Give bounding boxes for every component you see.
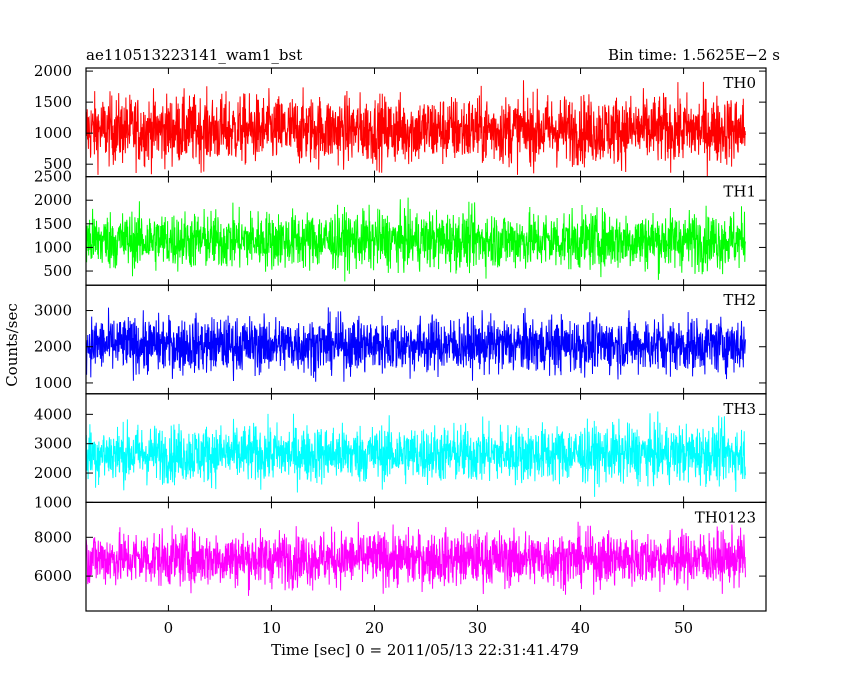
panel-th3: 1000 2000 3000 4000 TH3 xyxy=(34,393,767,511)
y-tick-label: 2000 xyxy=(34,464,72,482)
y-tick-label: 3000 xyxy=(34,435,72,453)
bin-time-label: Bin time: 1.5625E−2 s xyxy=(608,46,780,64)
x-tick-label: 10 xyxy=(262,619,281,637)
panel-th0123: 6000 8000 TH0123 xyxy=(34,501,767,612)
panel-th0: 500 1000 1500 2000 TH0 xyxy=(34,62,767,178)
y-tick-label: 1000 xyxy=(34,493,72,511)
y-tick-label: 2000 xyxy=(34,62,72,80)
y-tick-label: 1000 xyxy=(34,124,72,142)
panel-th2: 1000 2000 3000 TH2 xyxy=(34,284,767,395)
y-tick-label: 1000 xyxy=(34,374,72,392)
x-tick-label: 0 xyxy=(164,619,174,637)
chart-title: ae110513223141_wam1_bst xyxy=(86,46,302,64)
y-tick-label: 1500 xyxy=(34,215,72,233)
series-label: TH0123 xyxy=(695,508,756,526)
y-tick-label: 3000 xyxy=(34,302,72,320)
y-tick-label: 500 xyxy=(43,262,72,280)
x-tick-label: 30 xyxy=(468,619,487,637)
panel-th1: 500 1000 1500 2000 2500 TH1 xyxy=(34,168,767,286)
x-tick-label: 20 xyxy=(365,619,384,637)
x-tick-label: 50 xyxy=(674,619,693,637)
y-tick-label: 4000 xyxy=(34,405,72,423)
y-tick-label: 1500 xyxy=(34,93,72,111)
series-th1-trace xyxy=(86,197,746,282)
y-tick-label: 8000 xyxy=(34,528,72,546)
y-tick-label: 500 xyxy=(43,155,72,173)
y-tick-label: 6000 xyxy=(34,567,72,585)
y-axis-label: Counts/sec xyxy=(3,303,21,387)
series-label: TH0 xyxy=(723,74,756,92)
y-tick-label: 2000 xyxy=(34,338,72,356)
x-tick-label: 40 xyxy=(571,619,590,637)
panels-group: 500100015002000TH05001000150020002500TH1… xyxy=(34,62,767,637)
panel-frame xyxy=(85,501,767,612)
series-th0-trace xyxy=(86,80,746,177)
series-th3-trace xyxy=(86,411,746,497)
series-th2-trace xyxy=(86,307,746,382)
y-tick-label: 2000 xyxy=(34,191,72,209)
series-label: TH1 xyxy=(723,183,756,201)
y-tick-label: 1000 xyxy=(34,238,72,256)
series-th0123-trace xyxy=(86,521,746,596)
x-axis-label: Time [sec] 0 = 2011/05/13 22:31:41.479 xyxy=(271,641,579,659)
series-label: TH3 xyxy=(723,400,756,418)
series-label: TH2 xyxy=(723,291,756,309)
y-tick-label: 2500 xyxy=(34,168,72,186)
